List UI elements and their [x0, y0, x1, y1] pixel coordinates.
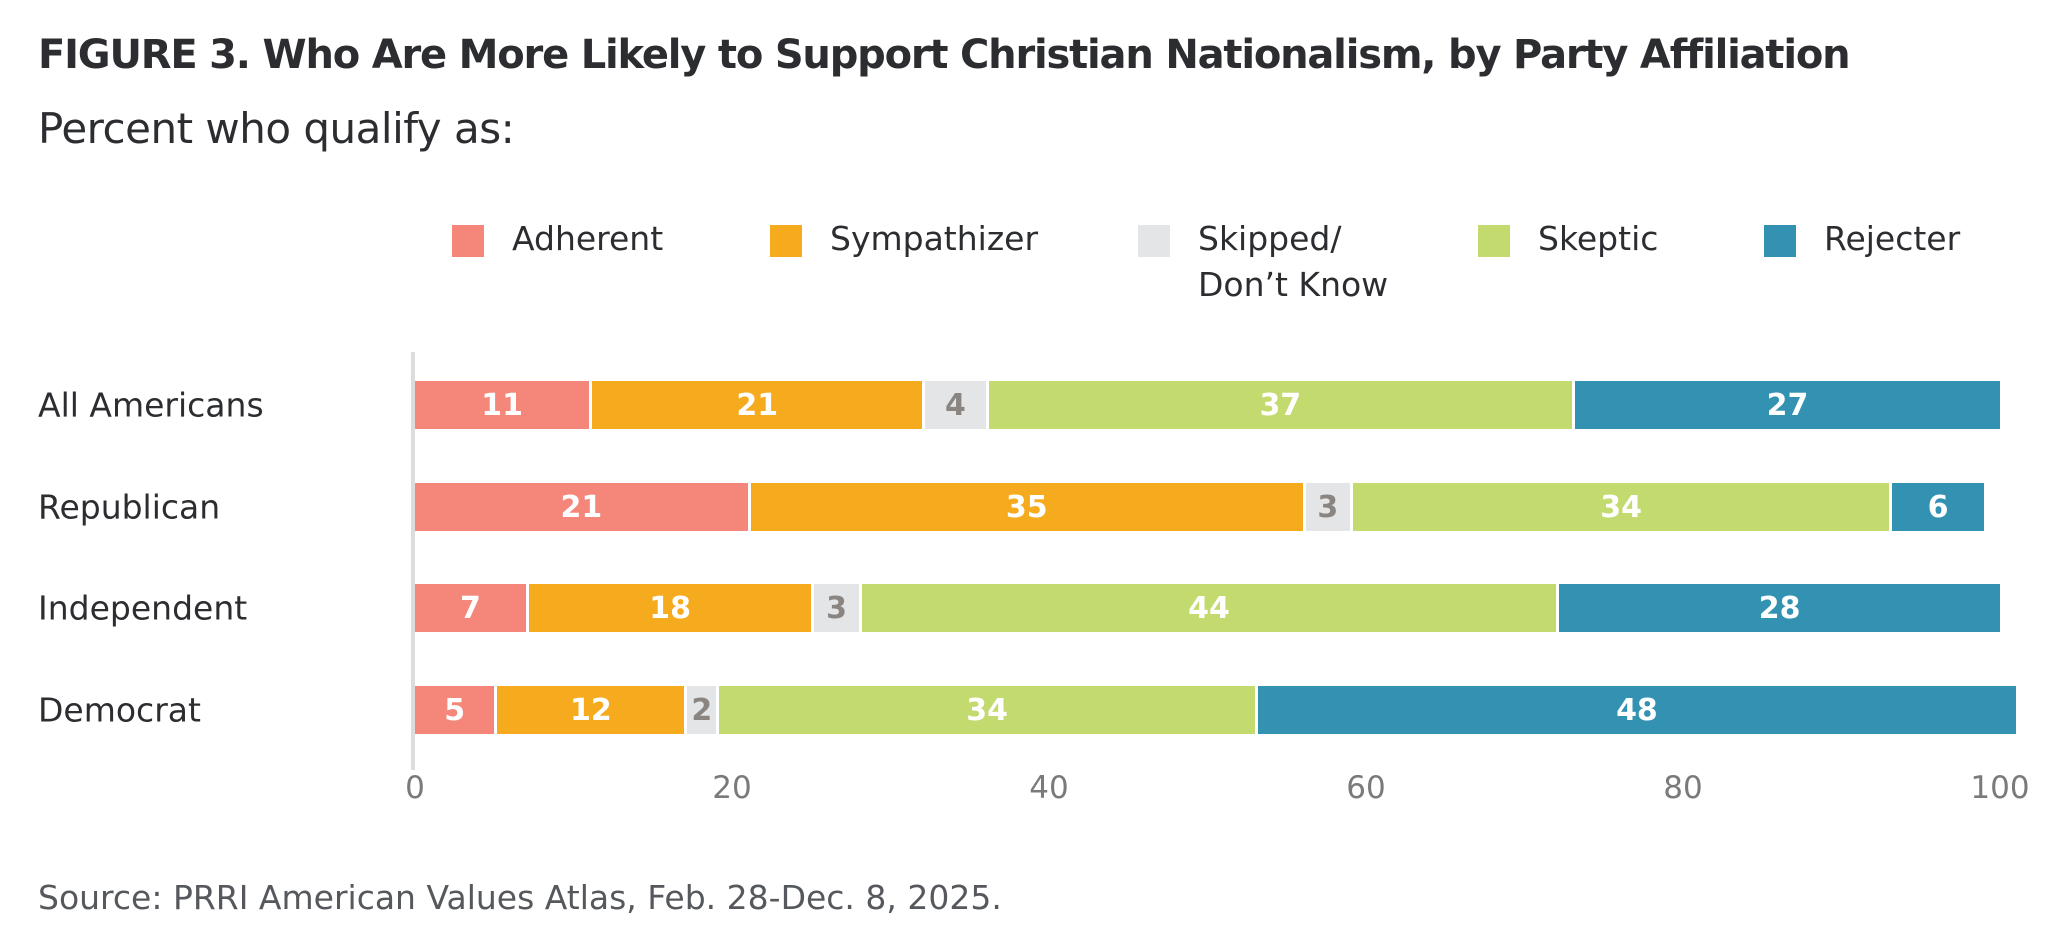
chart-title: FIGURE 3. Who Are More Likely to Support… [38, 32, 1851, 78]
bar-segment-skipped: 3 [814, 584, 859, 632]
legend-label-adherent: Adherent [512, 219, 664, 258]
legend-swatch-skeptic [1478, 225, 1510, 257]
row-label-republican: Republican [38, 487, 221, 527]
bar-segment-adherent: 11 [415, 381, 590, 429]
legend-swatch-skipped [1138, 225, 1170, 257]
legend-label-skipped-line2: Don’t Know [1198, 265, 1389, 304]
legend-swatch-rejecter [1764, 225, 1796, 257]
bar-segment-skeptic: 44 [861, 584, 1557, 632]
bar-segment-adherent: 21 [415, 483, 748, 531]
x-tick-label: 40 [1029, 770, 1069, 806]
bar-segment-rejecter: 48 [1258, 686, 2016, 734]
legend-swatch-adherent [452, 225, 484, 257]
legend-label-skeptic: Skeptic [1538, 219, 1659, 258]
y-axis-line [411, 352, 415, 770]
x-tick-label: 100 [1970, 770, 2030, 806]
row-label-all-americans: All Americans [38, 385, 264, 425]
bar-segment-skipped: 3 [1305, 483, 1351, 531]
x-tick-label: 20 [712, 770, 752, 806]
chart-subtitle: Percent who qualify as: [38, 104, 515, 153]
bar-segment-sympathizer: 35 [750, 483, 1303, 531]
x-tick-label: 80 [1663, 770, 1703, 806]
bar-segment-skeptic: 34 [719, 686, 1256, 734]
legend-item-adherent: Adherent [452, 219, 664, 262]
row-label-independent: Independent [38, 588, 248, 628]
legend-item-rejecter: Rejecter [1764, 219, 1961, 262]
bar-segment-skeptic: 34 [1353, 483, 1890, 531]
x-tick-label: 0 [405, 770, 425, 806]
bar-segment-skeptic: 37 [988, 381, 1573, 429]
legend-item-skipped: Skipped/ Don’t Know [1138, 219, 1389, 308]
legend-item-skeptic: Skeptic [1478, 219, 1659, 262]
bar-segment-sympathizer: 21 [592, 381, 923, 429]
bar-segment-rejecter: 27 [1575, 381, 2000, 429]
legend-item-sympathizer: Sympathizer [770, 219, 1039, 262]
x-tick-label: 60 [1346, 770, 1386, 806]
legend-label-skipped-line1: Skipped/ [1198, 219, 1342, 258]
row-label-democrat: Democrat [38, 690, 201, 730]
legend-label-sympathizer: Sympathizer [830, 219, 1039, 258]
bar-segment-skipped: 4 [925, 381, 986, 429]
bar-segment-rejecter: 6 [1892, 483, 1985, 531]
bar-segment-sympathizer: 18 [528, 584, 812, 632]
legend-swatch-sympathizer [770, 225, 802, 257]
bar-segment-adherent: 7 [415, 584, 526, 632]
bar-segment-rejecter: 28 [1559, 584, 2000, 632]
bar-segment-sympathizer: 12 [497, 686, 685, 734]
source-note: Source: PRRI American Values Atlas, Feb.… [38, 878, 1002, 917]
bar-segment-adherent: 5 [415, 686, 495, 734]
bar-segment-skipped: 2 [687, 686, 717, 734]
legend-label-rejecter: Rejecter [1824, 219, 1961, 258]
